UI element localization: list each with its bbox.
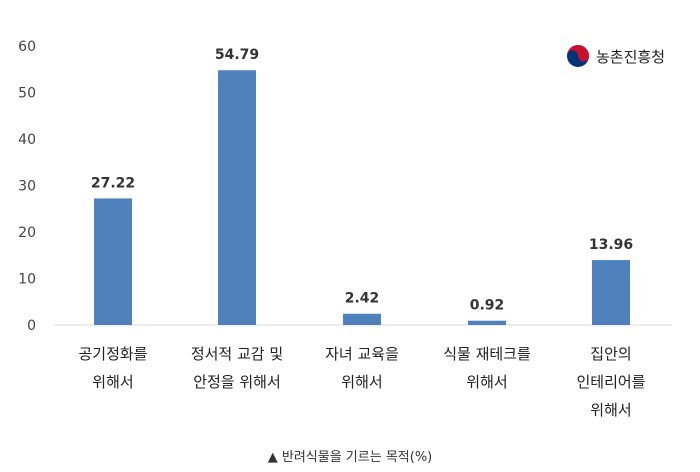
y-tick-label: 60 xyxy=(18,39,36,55)
x-category-label-line: 인테리어를 xyxy=(576,373,646,391)
bar-value-label: 54.79 xyxy=(215,47,259,63)
x-category-label-line: 위해서 xyxy=(466,373,508,391)
x-category-label-line: 식물 재테크를 xyxy=(443,345,531,363)
x-category-label-line: 안정을 위해서 xyxy=(193,373,281,391)
y-axis-ticks: 0 10 20 30 40 50 60 xyxy=(18,39,36,334)
y-tick-label: 20 xyxy=(18,225,36,241)
x-category-label-line: 정서적 교감 및 xyxy=(190,345,284,363)
bars xyxy=(94,70,630,325)
bar xyxy=(218,70,256,325)
x-category-label-line: 위해서 xyxy=(341,373,383,391)
bar xyxy=(468,320,506,325)
logo-text: 농촌진흥청 xyxy=(596,47,666,66)
bar xyxy=(592,260,630,325)
x-category-label-line: 위해서 xyxy=(92,373,134,391)
y-tick-label: 40 xyxy=(18,132,36,148)
taegeuk-icon xyxy=(567,45,589,67)
x-category-label-line: 집안의 xyxy=(590,345,632,363)
x-category-label-line: 공기정화를 xyxy=(78,345,148,363)
x-category-label-line: 위해서 xyxy=(590,401,632,419)
chart-caption: ▲ 반려식물을 기르는 목적(%) xyxy=(267,450,433,465)
bar-value-label: 13.96 xyxy=(589,237,633,253)
bar-value-label: 27.22 xyxy=(91,175,135,191)
rda-logo: 농촌진흥청 xyxy=(566,44,665,68)
bar-chart: 0 10 20 30 40 50 60 27.22 54.79 2.42 0.92 13.96 xyxy=(18,39,672,334)
bar-value-label: 0.92 xyxy=(470,298,505,314)
y-tick-label: 10 xyxy=(18,272,36,288)
bar-value-label: 2.42 xyxy=(345,291,380,307)
value-labels: 27.22 54.79 2.42 0.92 13.96 xyxy=(91,47,633,313)
bar xyxy=(343,313,381,325)
bar xyxy=(94,198,132,325)
y-tick-label: 30 xyxy=(18,179,36,195)
x-category-label-line: 자녀 교육을 xyxy=(325,345,399,363)
y-tick-label: 0 xyxy=(27,318,36,334)
y-tick-label: 50 xyxy=(18,86,36,102)
